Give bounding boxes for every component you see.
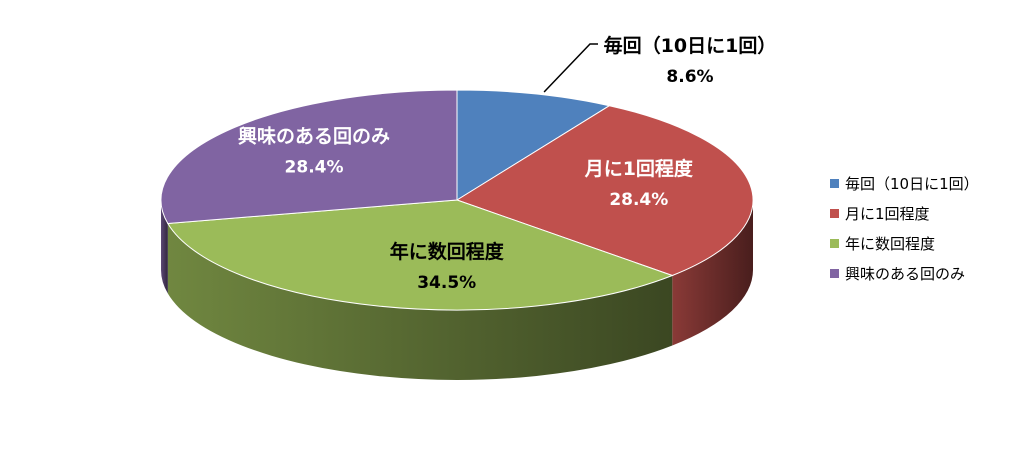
pie-slice-side [161,200,168,294]
slice-value-label: 28.4% [285,158,344,178]
legend-swatch [830,178,839,188]
slice-value-label: 34.5% [417,273,476,293]
slice-label: 興味のある回のみ [238,126,390,148]
slice-label: 毎回（10日に1回） [604,34,777,57]
legend-label: 年に数回程度 [845,234,936,253]
legend-item: 年に数回程度 [830,228,979,258]
pie-slice-side [167,223,673,380]
slice-value-label: 28.4% [609,190,668,210]
pie-slice-side [672,200,753,346]
legend-swatch [830,268,839,278]
legend-swatch [830,238,839,248]
pie-slice [160,89,458,225]
legend-label: 興味のある回のみ [845,264,966,283]
pie-slice [456,89,611,201]
legend: 毎回（10日に1回） 月に1回程度 年に数回程度 興味のある回のみ [830,168,979,288]
slice-label: 年に数回程度 [390,240,505,263]
pie-slice [167,199,674,311]
legend-item: 月に1回程度 [830,198,979,228]
legend-item: 毎回（10日に1回） [830,168,979,198]
slice-value-label: 8.6% [666,67,713,87]
legend-swatch [830,208,839,218]
pie-slice [455,105,754,277]
legend-label: 月に1回程度 [845,204,930,223]
legend-item: 興味のある回のみ [830,258,979,288]
leader-line [543,43,598,93]
legend-label: 毎回（10日に1回） [845,174,979,193]
slice-label: 月に1回程度 [584,157,694,180]
